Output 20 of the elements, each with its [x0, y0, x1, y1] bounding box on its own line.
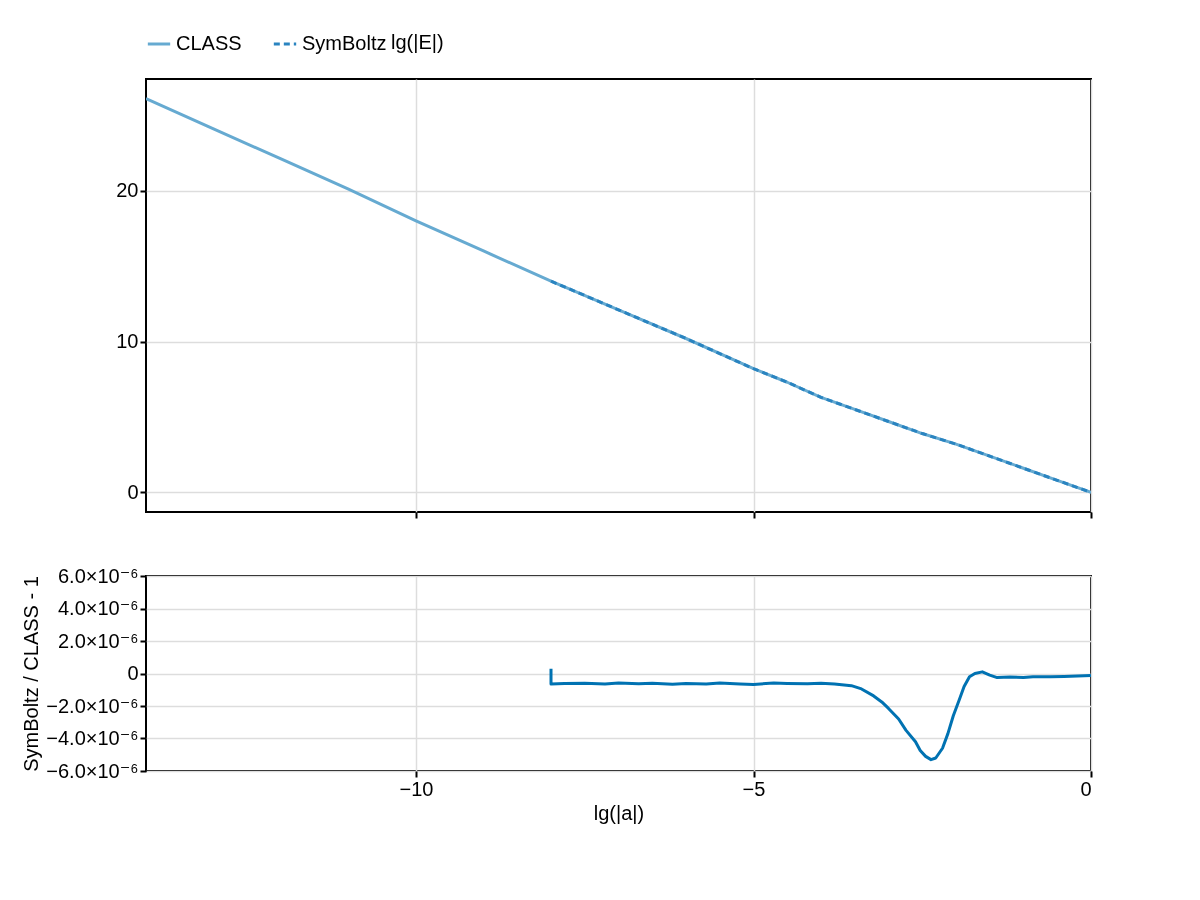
- line-series: [549, 279, 1091, 494]
- y-tick-label: 20: [116, 179, 139, 202]
- x-axis-title: lg(|a|): [593, 801, 645, 824]
- legend-label: SymBoltz: [302, 32, 387, 54]
- x-tick-label: −10: [399, 777, 434, 800]
- x-tick-label: 0: [1080, 777, 1092, 800]
- y-axis-title: SymBoltz / CLASS - 1: [20, 576, 43, 772]
- y-tick-label: 4.0×10⁻⁶: [57, 597, 139, 619]
- y-tick-label: −6.0×10⁻⁶: [46, 759, 139, 782]
- x-tick-label: −5: [742, 777, 766, 800]
- y-tick-label: −4.0×10⁻⁶: [46, 727, 139, 749]
- y-tick-label: 0: [127, 662, 139, 684]
- line-series: [549, 667, 1091, 762]
- legend-label: CLASS: [176, 32, 242, 54]
- y-tick-label: 2.0×10⁻⁶: [57, 629, 139, 652]
- y-tick-label: 10: [116, 330, 139, 353]
- y-tick-label: −2.0×10⁻⁶: [46, 694, 139, 717]
- legend-title: lg(|E|): [391, 31, 444, 53]
- y-tick-label: 6.0×10⁻⁶: [57, 564, 139, 587]
- y-tick-label: 0: [127, 480, 139, 503]
